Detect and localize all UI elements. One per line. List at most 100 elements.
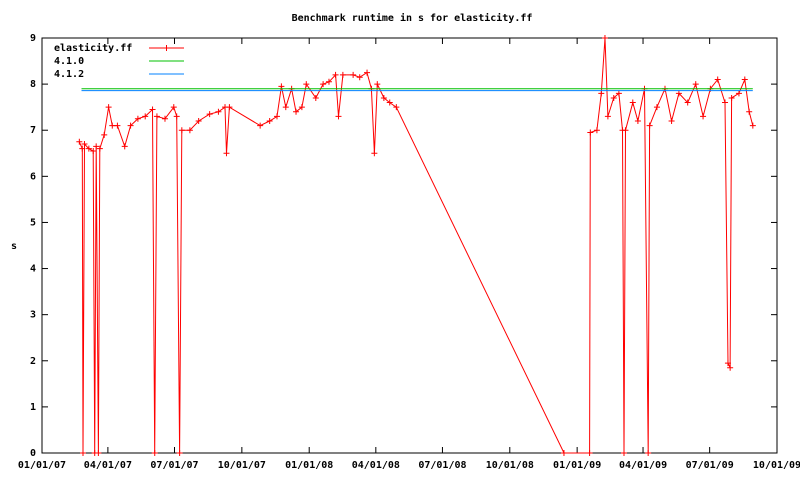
- point-marker: [173, 113, 180, 120]
- point-marker: [629, 99, 636, 106]
- x-tick-label: 04/01/09: [619, 460, 667, 471]
- point-marker: [364, 69, 371, 76]
- point-marker: [645, 450, 652, 456]
- point-marker: [186, 127, 193, 134]
- point-marker: [223, 150, 230, 157]
- point-marker: [727, 364, 734, 371]
- point-marker: [206, 111, 213, 118]
- point-marker: [320, 81, 327, 88]
- point-marker: [273, 113, 280, 120]
- x-tick-label: 10/01/09: [753, 460, 800, 471]
- point-marker: [79, 450, 86, 456]
- point-marker: [646, 122, 653, 129]
- point-marker: [622, 127, 629, 134]
- point-marker: [356, 74, 363, 81]
- point-marker: [226, 104, 233, 111]
- point-marker: [178, 127, 185, 134]
- x-tick-label: 10/01/07: [218, 460, 266, 471]
- point-marker: [339, 71, 346, 78]
- point-marker: [728, 94, 735, 101]
- point-marker: [312, 94, 319, 101]
- point-marker: [684, 99, 691, 106]
- y-tick-label: 9: [30, 33, 36, 44]
- x-tick-label: 01/01/09: [553, 460, 601, 471]
- x-tick-label: 07/01/09: [686, 460, 734, 471]
- point-marker: [386, 99, 393, 106]
- point-marker: [257, 122, 264, 129]
- y-tick-label: 3: [30, 310, 36, 321]
- point-marker: [121, 143, 128, 150]
- point-marker: [195, 118, 202, 124]
- point-marker: [101, 131, 108, 138]
- point-marker: [746, 108, 753, 115]
- y-tick-label: 6: [30, 171, 36, 182]
- point-marker: [149, 106, 156, 113]
- point-marker: [93, 143, 100, 150]
- point-marker: [161, 115, 168, 122]
- point-marker: [350, 71, 357, 78]
- point-marker: [282, 104, 289, 111]
- legend-label: 4.1.2: [54, 69, 84, 80]
- point-marker: [335, 113, 342, 120]
- y-tick-label: 5: [30, 217, 36, 228]
- point-marker: [741, 76, 748, 83]
- point-marker: [586, 450, 593, 456]
- point-marker: [90, 147, 97, 154]
- point-marker: [653, 104, 660, 111]
- legend-marker: [163, 45, 170, 51]
- point-marker: [293, 108, 300, 115]
- point-marker: [114, 122, 121, 129]
- point-marker: [749, 122, 756, 129]
- point-marker: [714, 76, 721, 83]
- point-marker: [127, 122, 134, 129]
- point-marker: [298, 104, 305, 111]
- point-marker: [153, 113, 160, 120]
- y-tick-label: 1: [30, 402, 36, 413]
- y-tick-label: 4: [30, 264, 36, 275]
- point-marker: [735, 90, 742, 97]
- legend-label: elasticity.ff: [54, 42, 132, 54]
- point-marker: [371, 150, 378, 157]
- point-marker: [142, 113, 149, 120]
- point-marker: [692, 81, 699, 88]
- y-tick-label: 7: [30, 125, 36, 136]
- legend-label: 4.1.0: [54, 56, 84, 67]
- point-marker: [332, 71, 339, 78]
- point-marker: [176, 450, 183, 456]
- point-marker: [105, 104, 112, 111]
- y-tick-label: 0: [30, 448, 36, 459]
- point-marker: [170, 104, 177, 111]
- x-tick-label: 07/01/08: [418, 460, 466, 471]
- x-tick-label: 01/01/08: [285, 460, 333, 471]
- point-marker: [151, 450, 158, 456]
- x-tick-label: 10/01/08: [486, 460, 534, 471]
- point-marker: [393, 104, 400, 111]
- x-tick-label: 04/01/07: [84, 460, 132, 471]
- point-marker: [96, 145, 103, 152]
- x-tick-label: 07/01/07: [150, 460, 198, 471]
- point-marker: [724, 360, 731, 367]
- y-tick-label: 8: [30, 79, 36, 90]
- point-marker: [593, 127, 600, 134]
- point-marker: [700, 113, 707, 120]
- point-marker: [380, 94, 387, 101]
- x-tick-label: 04/01/08: [352, 460, 400, 471]
- point-marker: [81, 141, 88, 148]
- point-marker: [374, 81, 381, 88]
- point-marker: [325, 78, 332, 85]
- point-marker: [109, 122, 116, 129]
- y-axis-label: s: [11, 241, 17, 252]
- point-marker: [76, 138, 83, 145]
- point-marker: [85, 145, 92, 152]
- point-marker: [601, 35, 608, 41]
- point-marker: [266, 118, 273, 124]
- point-marker: [604, 113, 611, 120]
- chart-title: Benchmark runtime in s for elasticity.ff: [292, 12, 533, 24]
- point-marker: [134, 115, 141, 122]
- point-marker: [668, 118, 675, 124]
- plot-frame: [41, 37, 778, 454]
- point-marker: [215, 108, 222, 115]
- point-marker: [675, 90, 682, 97]
